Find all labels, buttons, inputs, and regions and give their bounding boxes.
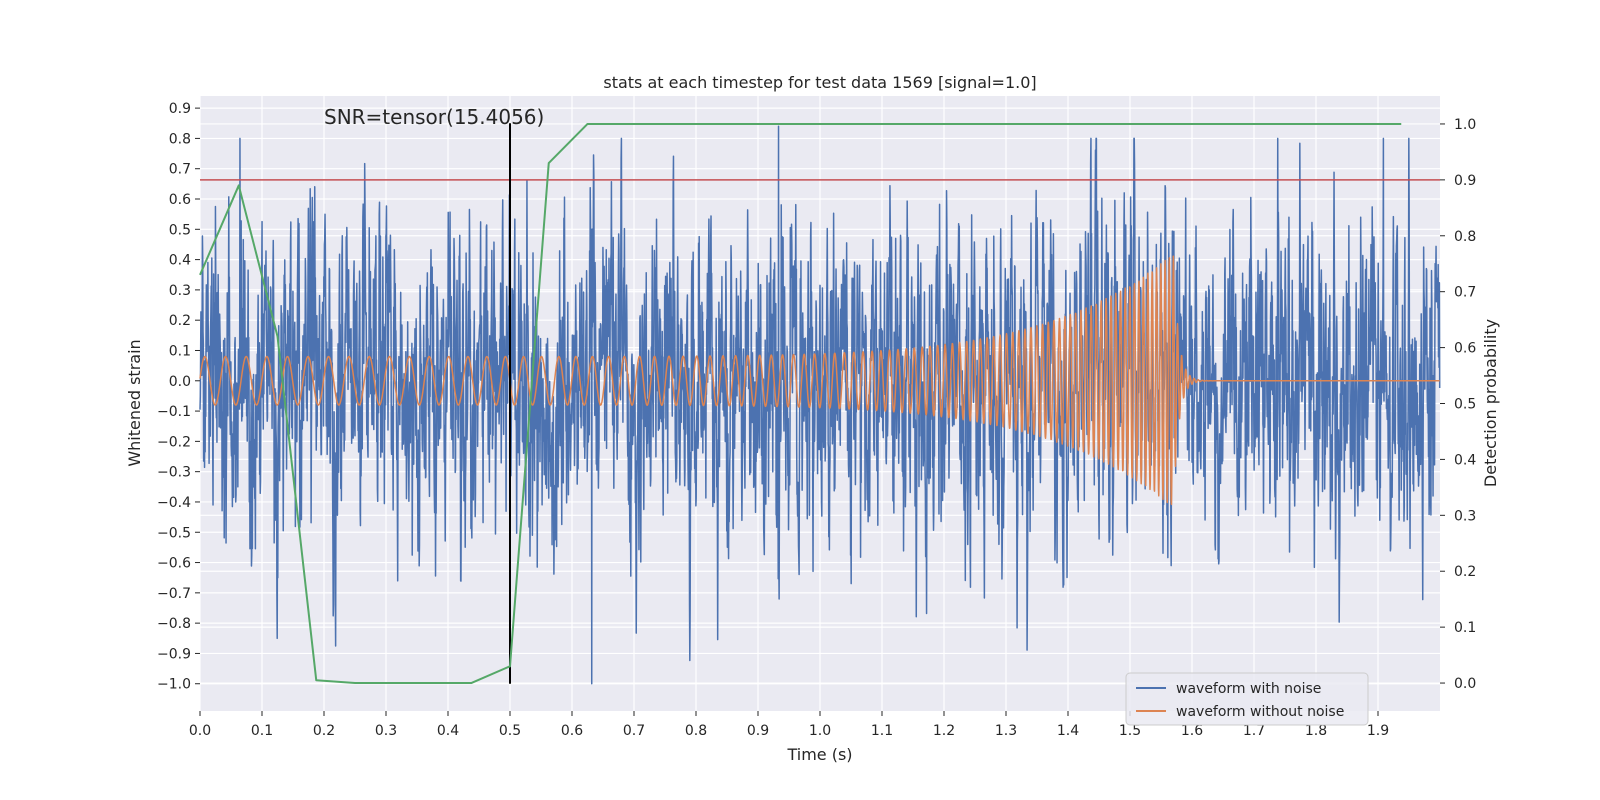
y-tick-label: 0.0 xyxy=(169,374,191,390)
y-tick-label: 0.3 xyxy=(169,283,191,299)
y-tick-label: 0.6 xyxy=(169,192,191,208)
x-tick-label: 1.0 xyxy=(809,723,831,739)
y-axis-label: Whitened strain xyxy=(125,339,144,466)
y-tick-label: 0.4 xyxy=(169,253,191,269)
x-tick-label: 1.7 xyxy=(1243,723,1265,739)
snr-annotation: SNR=tensor(15.4056) xyxy=(324,105,544,129)
x-tick-label: 0.6 xyxy=(561,723,583,739)
x-tick-label: 1.4 xyxy=(1057,723,1079,739)
x-tick-label: 1.6 xyxy=(1181,723,1203,739)
y-tick-label: −0.9 xyxy=(157,646,191,662)
y-tick-label: 0.5 xyxy=(169,222,191,238)
y-tick-label: −0.7 xyxy=(157,586,191,602)
x-tick-label: 0.2 xyxy=(313,723,335,739)
y-tick-label: −0.1 xyxy=(157,404,191,420)
legend-label: waveform with noise xyxy=(1176,681,1321,697)
x-tick-label: 1.2 xyxy=(933,723,955,739)
series-detection-probability xyxy=(199,122,1402,685)
x-tick-label: 0.4 xyxy=(437,723,459,739)
y2-tick-label: 0.0 xyxy=(1454,676,1476,692)
y2-tick-label: 0.5 xyxy=(1454,397,1476,413)
x-tick-label: 1.3 xyxy=(995,723,1017,739)
x-tick-label: 1.1 xyxy=(871,723,893,739)
x-tick-label: 0.8 xyxy=(685,723,707,739)
y2-tick-label: 0.2 xyxy=(1454,564,1476,580)
y2-tick-label: 0.3 xyxy=(1454,508,1476,524)
chart-title: stats at each timestep for test data 156… xyxy=(603,73,1036,92)
y-tick-label: 0.8 xyxy=(169,131,191,147)
series-waveform-without-noise xyxy=(199,255,1441,506)
x-axis-label: Time (s) xyxy=(786,745,852,764)
y-tick-label: −0.3 xyxy=(157,465,191,481)
y-tick-label: −0.2 xyxy=(157,434,191,450)
x-tick-label: 0.7 xyxy=(623,723,645,739)
y-tick-label: −0.5 xyxy=(157,525,191,541)
y-tick-label: −1.0 xyxy=(157,677,191,693)
legend: waveform with noise waveform without nois… xyxy=(1125,672,1369,726)
y2-axis-label: Detection probability xyxy=(1481,319,1500,487)
ticks: 0.0 0.1 0.2 0.3 0.4 0.5 0.6 0.7 0.8 0.9 1.0 1.1 1.2 1… xyxy=(157,101,1476,739)
y2-tick-label: 0.9 xyxy=(1454,173,1476,189)
y2-tick-label: 1.0 xyxy=(1454,117,1476,133)
y2-tick-label: 0.1 xyxy=(1454,620,1476,636)
x-tick-label: 0.5 xyxy=(499,723,521,739)
y2-tick-label: 0.6 xyxy=(1454,341,1476,357)
y-tick-label: 0.2 xyxy=(169,313,191,329)
x-tick-label: 0.9 xyxy=(747,723,769,739)
x-tick-label: 1.8 xyxy=(1305,723,1327,739)
y-tick-label: 0.7 xyxy=(169,162,191,178)
x-tick-label: 1.5 xyxy=(1119,723,1141,739)
series-layer xyxy=(199,122,1441,685)
y-tick-label: 0.9 xyxy=(169,101,191,117)
legend-label: waveform without noise xyxy=(1176,704,1344,720)
y2-tick-label: 0.7 xyxy=(1454,285,1476,301)
legend-box xyxy=(1125,672,1369,726)
x-tick-label: 0.3 xyxy=(375,723,397,739)
y-tick-label: 0.1 xyxy=(169,343,191,359)
y-tick-label: −0.8 xyxy=(157,616,191,632)
y2-tick-label: 0.4 xyxy=(1454,452,1476,468)
y-tick-label: −0.4 xyxy=(157,495,191,511)
x-tick-label: 0.0 xyxy=(189,723,211,739)
y-tick-label: −0.6 xyxy=(157,556,191,572)
series-waveform-with-noise xyxy=(199,125,1441,685)
x-tick-label: 0.1 xyxy=(251,723,273,739)
x-tick-label: 1.9 xyxy=(1367,723,1389,739)
y2-tick-label: 0.8 xyxy=(1454,229,1476,245)
